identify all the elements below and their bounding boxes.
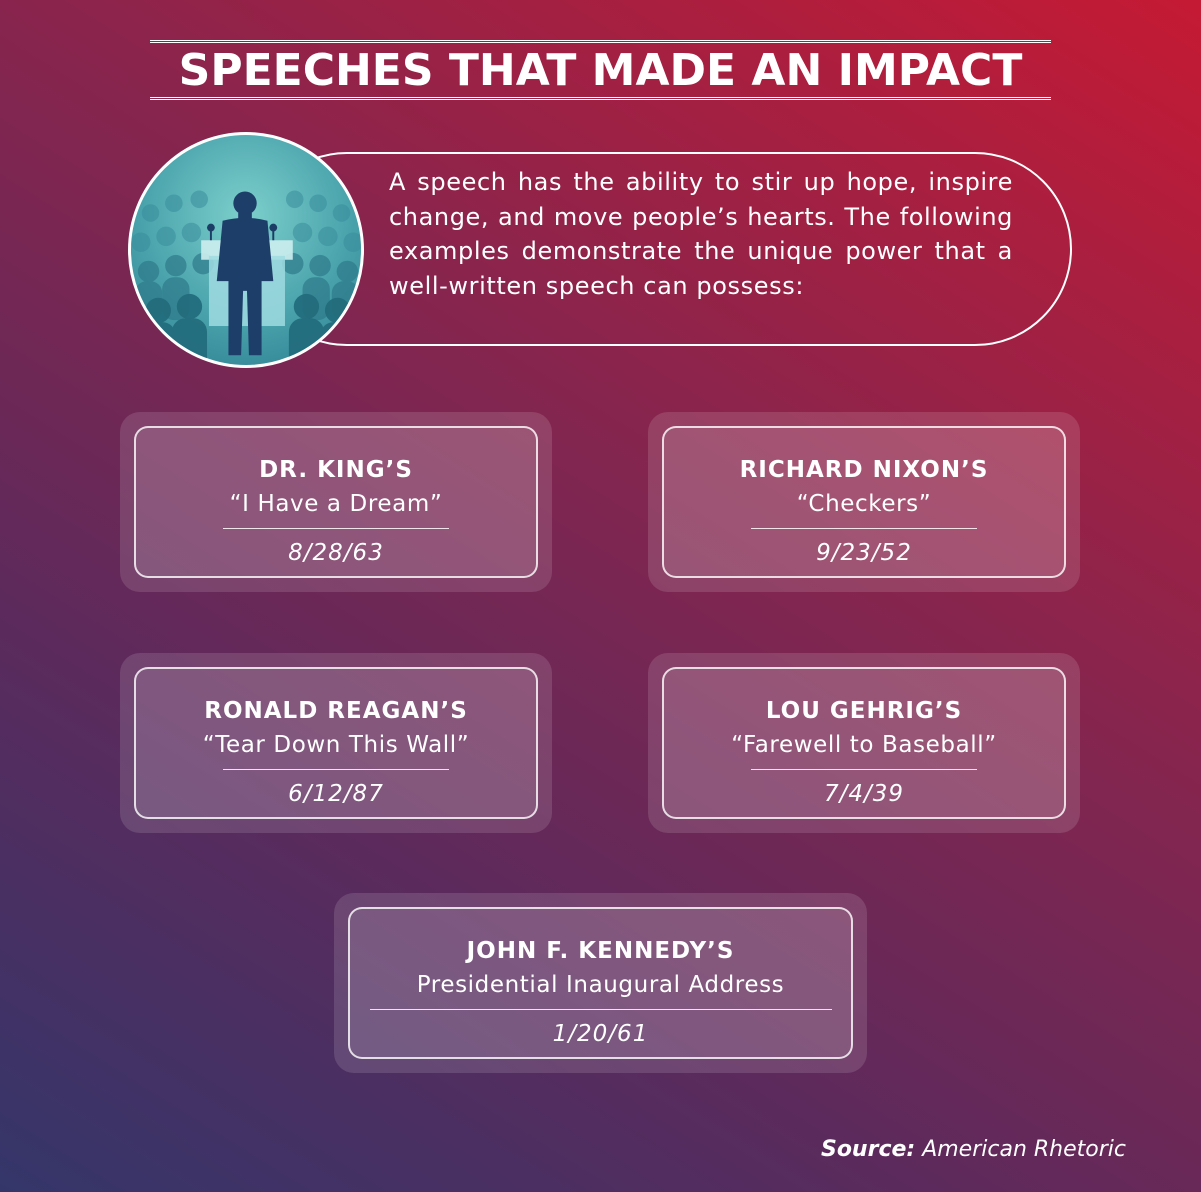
speech-title: “I Have a Dream” xyxy=(229,491,443,517)
speaker-name: RONALD REAGAN’S xyxy=(204,698,468,724)
speaker-name: LOU GEHRIG’S xyxy=(765,698,963,724)
divider xyxy=(223,528,449,529)
speech-date: 1/20/61 xyxy=(552,1021,649,1047)
divider xyxy=(751,769,977,770)
source-credit: Source: American Rhetoric xyxy=(821,1137,1126,1162)
divider xyxy=(751,528,977,529)
source-value: American Rhetoric xyxy=(922,1137,1126,1162)
speech-date: 8/28/63 xyxy=(288,540,384,566)
speaker-name: RICHARD NIXON’S xyxy=(739,457,989,483)
speech-title: Presidential Inaugural Address xyxy=(416,972,785,998)
speech-card-king: DR. KING’S “I Have a Dream” 8/28/63 xyxy=(120,412,552,592)
speech-date: 7/4/39 xyxy=(823,781,905,807)
page-title: SPEECHES THAT MADE AN IMPACT xyxy=(178,44,1023,96)
divider xyxy=(223,769,449,770)
intro-text: A speech has the ability to stir up hope… xyxy=(389,168,1013,300)
speaker-name: DR. KING’S xyxy=(259,457,413,483)
speech-title: “Farewell to Baseball” xyxy=(731,732,997,758)
speaker-name: JOHN F. KENNEDY’S xyxy=(466,938,735,964)
speech-date: 6/12/87 xyxy=(288,781,384,807)
divider xyxy=(369,1009,832,1010)
speech-title: “Checkers” xyxy=(796,491,932,517)
speech-card-nixon: RICHARD NIXON’S “Checkers” 9/23/52 xyxy=(648,412,1080,592)
speech-card-kennedy: JOHN F. KENNEDY’S Presidential Inaugural… xyxy=(334,893,867,1073)
speech-card-reagan: RONALD REAGAN’S “Tear Down This Wall” 6/… xyxy=(120,653,552,833)
title-banner: SPEECHES THAT MADE AN IMPACT xyxy=(150,40,1051,100)
speech-title: “Tear Down This Wall” xyxy=(202,732,470,758)
speaker-at-podium-icon xyxy=(128,132,364,368)
speech-card-gehrig: LOU GEHRIG’S “Farewell to Baseball” 7/4/… xyxy=(648,653,1080,833)
source-label: Source: xyxy=(820,1137,916,1162)
speech-date: 9/23/52 xyxy=(816,540,912,566)
